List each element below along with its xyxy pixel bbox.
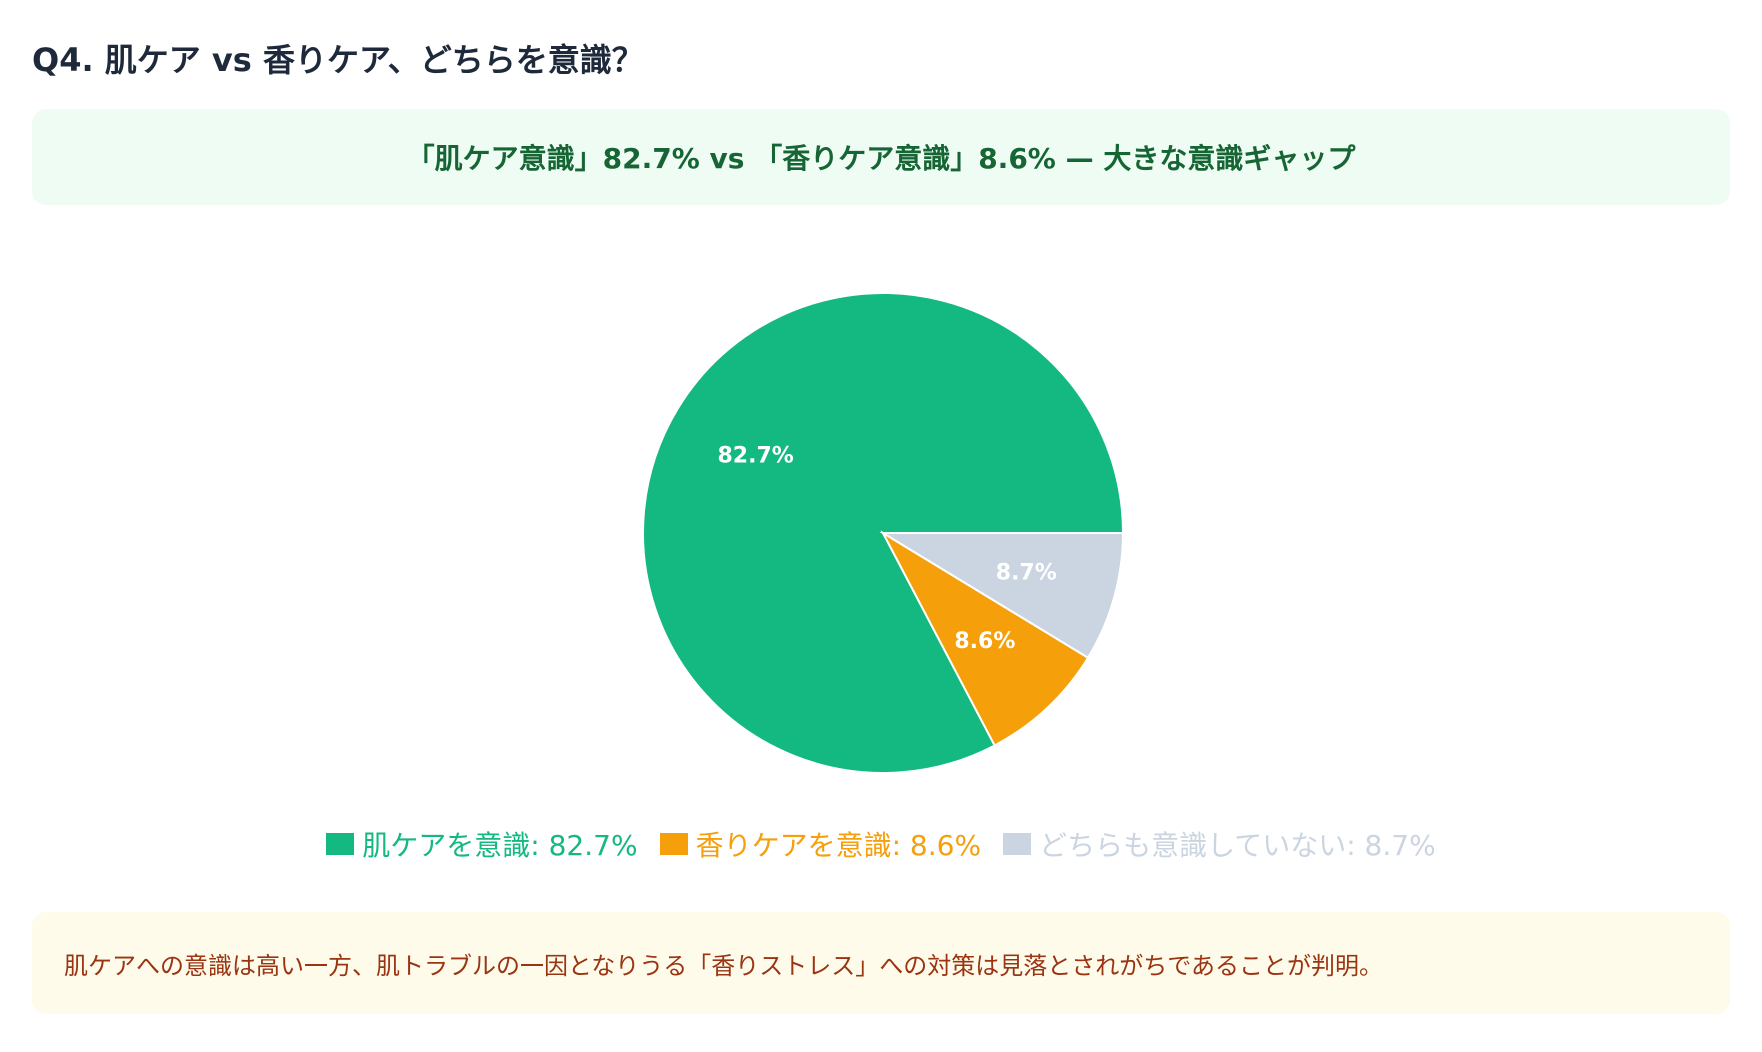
- legend-label-2: 香りケアを意識: 8.6%: [695, 829, 982, 862]
- pie-slice-3: [879, 532, 1125, 660]
- slice-label-2: 8.6%: [954, 629, 1015, 654]
- headline-text: 「肌ケア意識」82.7% vs 「香りケア意識」8.6% — 大きな意識ギャップ: [406, 142, 1356, 175]
- legend-swatch-1: [326, 833, 355, 855]
- slice-label-3: 8.7%: [996, 561, 1057, 586]
- legend-swatch-3: [1003, 833, 1032, 855]
- page-title: Q4. 肌ケア vs 香りケア、どちらを意識？: [32, 41, 644, 79]
- pie-slice-2: [880, 530, 1090, 747]
- slice-label-1: 82.7%: [717, 444, 793, 469]
- legend-item-2: 香りケアを意識: 8.6%: [659, 824, 982, 864]
- legend-item-1: 肌ケアを意識: 82.7%: [326, 824, 638, 864]
- legend-label-1: 肌ケアを意識: 82.7%: [362, 829, 638, 862]
- chart-legend: 肌ケアを意識: 82.7% 香りケアを意識: 8.6% どちらも意識していない: 8…: [0, 824, 1762, 864]
- note-banner: 肌ケアへの意識は高い一方、肌トラブルの一因となりうる「香りストレス」への対策は見…: [32, 912, 1730, 1014]
- pie-chart: 82.7% 8.6% 8.7%: [642, 292, 1125, 774]
- legend-label-3: どちらも意識していない: 8.7%: [1039, 829, 1436, 862]
- pie-slice-1: [642, 292, 1125, 774]
- note-text: 肌ケアへの意識は高い一方、肌トラブルの一因となりうる「香りストレス」への対策は見…: [64, 951, 1384, 980]
- legend-item-3: どちらも意識していない: 8.7%: [1003, 824, 1436, 864]
- headline-banner: 「肌ケア意識」82.7% vs 「香りケア意識」8.6% — 大きな意識ギャップ: [32, 109, 1730, 205]
- legend-swatch-2: [659, 833, 688, 855]
